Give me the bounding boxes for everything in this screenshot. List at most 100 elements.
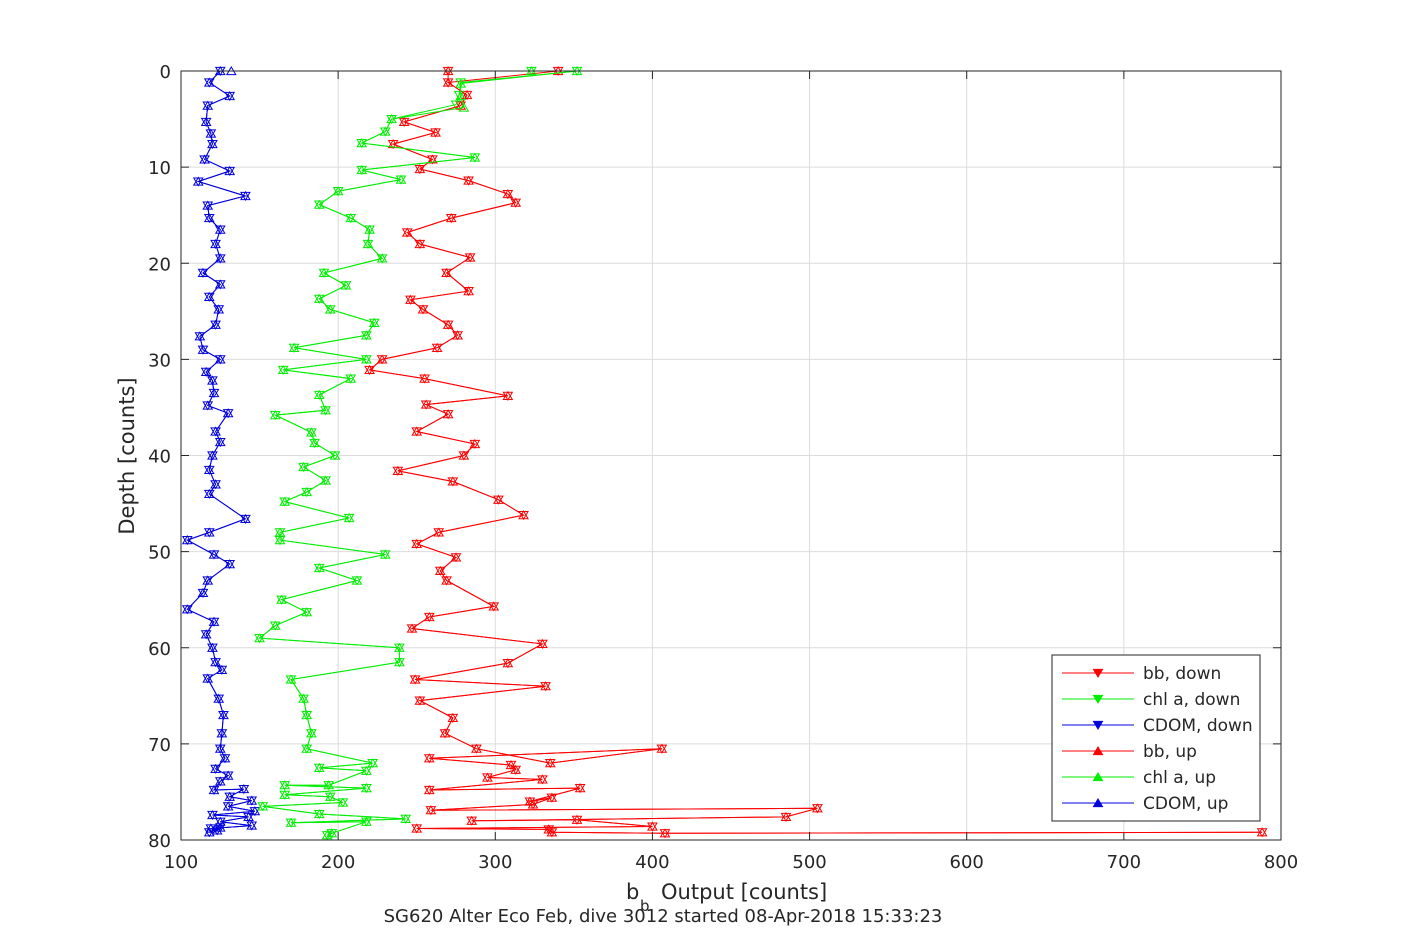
data-point (502, 189, 514, 199)
data-point (455, 78, 467, 88)
data-point (313, 293, 325, 303)
data-point (276, 594, 287, 604)
data-point (1256, 827, 1268, 837)
data-point (207, 375, 218, 385)
data-point (202, 100, 214, 110)
legend-label: chl a, up (1143, 768, 1216, 788)
data-point (398, 116, 410, 127)
data-point (216, 728, 228, 738)
y-axis-label: Depth [counts] (115, 377, 139, 534)
data-point (361, 765, 372, 775)
data-point (202, 575, 214, 585)
data-point (543, 824, 555, 834)
data-point (361, 816, 372, 826)
data-point (394, 657, 405, 667)
data-point (240, 190, 251, 201)
data-point (406, 623, 418, 633)
data-point (298, 461, 309, 472)
x-tick-label: 800 (1264, 852, 1298, 873)
data-point (207, 642, 218, 652)
data-point (510, 764, 522, 774)
data-point (414, 238, 426, 249)
y-tick-label: 80 (148, 831, 171, 852)
data-point (301, 710, 313, 720)
data-point (505, 759, 517, 770)
data-point (356, 164, 368, 175)
data-point (323, 780, 335, 790)
x-axis-label-main: b (626, 880, 639, 904)
data-point (387, 139, 399, 149)
data-point (469, 438, 481, 449)
data-point (301, 743, 313, 753)
data-point (376, 253, 388, 263)
legend-marker (1092, 720, 1104, 731)
data-point (364, 364, 375, 375)
data-point (423, 753, 435, 763)
data-point (313, 809, 325, 819)
legend-item: chl a, up (1062, 768, 1216, 788)
data-point (546, 792, 558, 802)
data-point (442, 319, 454, 329)
data-point (447, 476, 459, 486)
data-point (411, 426, 423, 436)
data-point (405, 294, 416, 304)
data-point (431, 342, 443, 352)
data-point (203, 527, 215, 537)
legend-marker (1092, 668, 1104, 679)
series-line (186, 70, 255, 833)
y-tick-label: 40 (148, 447, 171, 468)
data-point (343, 512, 355, 523)
data-point (269, 620, 281, 630)
y-tick-label: 0 (160, 62, 171, 83)
legend-item: bb, down (1062, 664, 1221, 684)
data-point (411, 538, 423, 549)
data-point (482, 772, 493, 782)
data-point (224, 165, 236, 176)
legend-label: CDOM, down (1143, 716, 1253, 736)
data-point (208, 784, 220, 795)
data-point (367, 758, 379, 768)
data-point (546, 827, 558, 837)
data-point (301, 486, 313, 497)
data-point (463, 286, 474, 296)
data-point (571, 814, 583, 824)
data-point (222, 408, 234, 418)
data-point (306, 728, 317, 738)
data-point (214, 816, 226, 826)
data-point (488, 601, 500, 611)
data-point (395, 174, 407, 184)
data-point (337, 797, 349, 807)
y-tick-label: 10 (148, 158, 171, 179)
data-point (425, 805, 437, 815)
legend-label: CDOM, up (1143, 794, 1228, 814)
data-point (527, 799, 539, 809)
data-point (458, 102, 470, 112)
data-point (313, 562, 325, 573)
series-bb-up (364, 65, 1268, 838)
data-point (200, 116, 212, 127)
data-point (780, 811, 792, 822)
data-point (205, 128, 217, 138)
data-point (812, 803, 823, 813)
x-tick-label: 300 (478, 852, 512, 873)
data-point (324, 304, 336, 314)
series-cdom-up (181, 65, 261, 837)
data-point (423, 611, 435, 622)
x-axis-label-sub: b (640, 897, 650, 915)
data-point (502, 658, 514, 668)
data-point (430, 127, 441, 137)
data-point (238, 784, 250, 794)
legend-item: CDOM, up (1062, 794, 1228, 814)
data-point (214, 437, 226, 447)
data-point (205, 823, 217, 833)
data-point (361, 354, 372, 364)
data-point (214, 776, 226, 786)
data-point (537, 638, 548, 649)
data-point (246, 795, 258, 805)
data-point (269, 410, 281, 420)
y-tick-label: 20 (148, 254, 171, 275)
legend-marker (1092, 797, 1104, 808)
data-point (313, 199, 325, 209)
data-point (471, 743, 482, 753)
data-point (274, 527, 286, 537)
